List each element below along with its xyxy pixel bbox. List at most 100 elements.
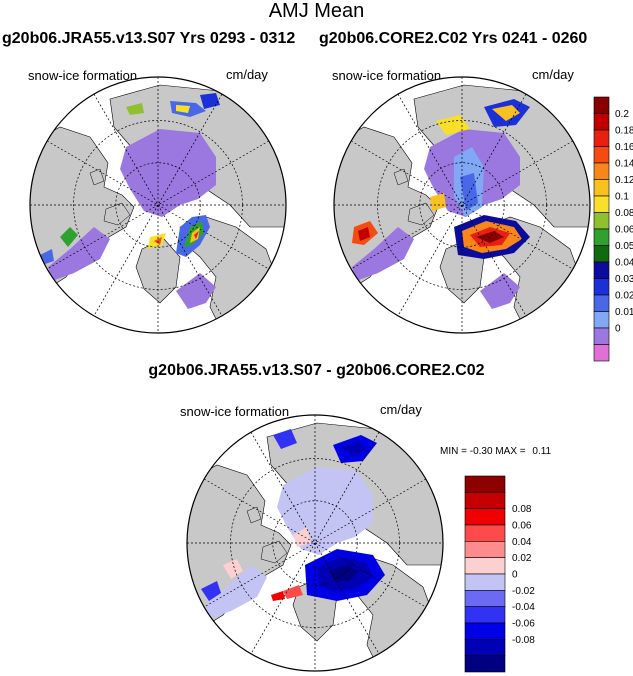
panel-bottom-units: cm/day <box>380 402 422 417</box>
diff-min-max: MIN = -0.30 MAX = 0.11 <box>440 446 551 457</box>
high-value-patch <box>476 231 504 243</box>
panel-left-units: cm/day <box>226 67 268 82</box>
ice-zero <box>120 129 216 217</box>
figure-title: AMJ Mean <box>268 0 365 22</box>
colorbar-top-label: 0.03 <box>615 274 633 285</box>
diff-patch <box>201 581 221 601</box>
colorbar-bottom-swatch <box>464 557 506 575</box>
high-value-patch <box>60 227 78 247</box>
map-clip <box>30 77 286 333</box>
colorbar-bottom-swatch <box>464 573 506 591</box>
colorbar-top-label: 0.2 <box>615 109 629 120</box>
colorbar-top-swatch <box>593 261 610 279</box>
colorbar-top-swatch <box>593 96 610 114</box>
colorbar-bottom-label: 0 <box>512 570 518 581</box>
colorbar-top: 0.2 0.18 0.16 0.14 0.12 0.1 0.08 0.06 0.05 0.04 0.… <box>593 96 633 362</box>
map-clip <box>334 77 590 333</box>
diff-min-value: -0.30 <box>469 446 493 457</box>
map-jra55 <box>29 76 287 334</box>
colorbar-bottom-label: 0.06 <box>512 521 532 532</box>
colorbar-bottom: 0.08 0.06 0.04 0.02 0 -0.02 -0.04 -0.06 -0.08 <box>464 475 535 673</box>
high-value-patch <box>176 105 190 113</box>
colorbar-top-swatch <box>593 113 610 131</box>
diff-patch <box>271 591 285 601</box>
diff-patch <box>341 441 367 457</box>
colorbar-bottom-swatch <box>464 606 506 624</box>
ice-zero <box>352 227 414 281</box>
colorbar-bottom-swatch <box>464 639 506 656</box>
colorbar-bottom-swatch <box>464 475 506 493</box>
top-left-title: g20b06.JRA55.v13.S07 Yrs 0293 - 0312 <box>2 30 296 47</box>
high-value-patch <box>126 103 144 115</box>
high-value-patch <box>430 193 446 211</box>
panel-bottom-label: snow-ice formation <box>180 404 290 419</box>
diff-patch <box>283 585 303 599</box>
high-value-patch <box>200 93 220 109</box>
high-value-patch <box>358 227 370 241</box>
colorbar-top-swatch <box>593 245 610 263</box>
colorbar-top-label: 0 <box>615 324 621 335</box>
colorbar-top-label: 0.02 <box>615 291 633 302</box>
colorbar-top-swatch <box>593 278 610 296</box>
colorbar-top-label: 0.14 <box>615 159 633 170</box>
high-value-patch <box>492 105 520 121</box>
colorbar-bottom-label: 0.04 <box>512 537 532 548</box>
ice-zero <box>48 227 110 281</box>
colorbar-bottom-label: 0.02 <box>512 553 532 564</box>
map-boundary <box>29 76 287 334</box>
ice-zero <box>176 273 216 309</box>
colorbar-top-swatch <box>593 228 610 246</box>
map-difference <box>186 414 444 672</box>
panel-right-label: snow-ice formation <box>332 68 442 83</box>
colorbar-top-label: 0.01 <box>615 307 633 318</box>
colorbar-top-swatch <box>593 311 610 329</box>
colorbar-top-label: 0.08 <box>615 208 633 219</box>
colorbar-top-swatch <box>593 212 610 230</box>
bottom-title: g20b06.JRA55.v13.S07 - g20b06.CORE2.C02 <box>148 362 485 379</box>
land-islands <box>103 202 131 226</box>
meridian-line <box>46 140 270 270</box>
diff-patch <box>223 559 243 579</box>
colorbar-bottom-label: -0.06 <box>512 619 535 630</box>
colorbar-top-swatch <box>593 162 610 180</box>
high-value-patch <box>436 115 470 135</box>
colorbar-top-label: 0.06 <box>615 225 633 236</box>
top-right-title: g20b06.CORE2.C02 Yrs 0241 - 0260 <box>319 30 588 47</box>
meridian-line <box>350 140 574 270</box>
colorbar-top-swatch <box>593 294 610 312</box>
colorbar-bottom-label: -0.04 <box>512 602 535 613</box>
ice-zero <box>480 273 520 309</box>
colorbar-top-swatch <box>593 195 610 213</box>
colorbar-bottom-label: -0.08 <box>512 635 535 646</box>
land-islands <box>246 506 262 524</box>
diff-patch <box>273 429 297 449</box>
diff-max-value: 0.11 <box>532 446 552 457</box>
colorbar-top-label: 0.12 <box>615 175 633 186</box>
colorbar-bottom-swatch <box>464 655 506 673</box>
colorbar-bottom-swatch <box>464 590 506 607</box>
map-core2 <box>333 76 591 334</box>
colorbar-top-label: 0.16 <box>615 142 633 153</box>
colorbar-bottom-swatch <box>464 541 506 558</box>
colorbar-top-label: 0.1 <box>615 192 629 203</box>
diff-min-label: MIN = <box>440 446 467 457</box>
panel-left-label: snow-ice formation <box>28 68 138 83</box>
high-value-patch <box>460 173 478 211</box>
high-value-patch <box>194 231 199 239</box>
land-islands <box>393 168 409 186</box>
diff-patch <box>329 565 359 581</box>
colorbar-bottom-swatch <box>464 508 506 526</box>
map-boundary <box>186 414 444 672</box>
land-islands <box>407 202 435 226</box>
ice-diff-zero <box>205 565 267 619</box>
land-islands <box>260 540 288 564</box>
panel-right-units: cm/day <box>532 67 574 82</box>
colorbar-top-swatch <box>593 327 610 345</box>
colorbar-bottom-swatch <box>464 622 506 640</box>
colorbar-top-swatch <box>593 179 610 197</box>
diff-patch <box>293 527 311 547</box>
meridian-line <box>203 478 427 608</box>
diff-max-label: MAX = <box>495 446 526 457</box>
colorbar-top-swatch <box>593 129 610 147</box>
colorbar-top-swatch <box>593 344 610 362</box>
